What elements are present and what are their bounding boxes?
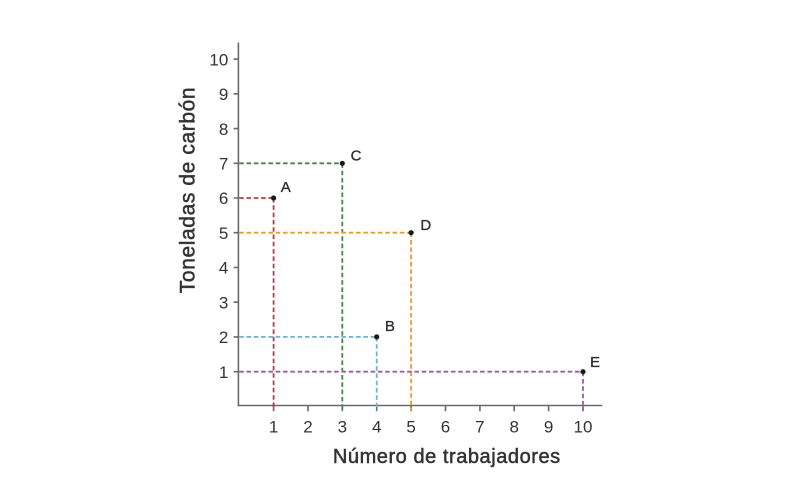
- svg-text:2: 2: [219, 328, 228, 347]
- svg-text:E: E: [590, 354, 600, 371]
- svg-text:1: 1: [269, 418, 278, 437]
- svg-text:Número de trabajadores: Número de trabajadores: [333, 446, 561, 468]
- svg-text:1: 1: [219, 363, 228, 382]
- svg-text:10: 10: [574, 418, 593, 437]
- svg-text:2: 2: [303, 418, 312, 437]
- svg-text:B: B: [385, 318, 395, 335]
- svg-text:9: 9: [544, 418, 553, 437]
- svg-text:7: 7: [219, 155, 228, 174]
- svg-text:4: 4: [372, 418, 381, 437]
- svg-text:5: 5: [406, 418, 415, 437]
- svg-text:6: 6: [219, 189, 228, 208]
- svg-text:3: 3: [338, 418, 347, 437]
- svg-text:8: 8: [219, 120, 228, 139]
- svg-text:8: 8: [509, 418, 518, 437]
- svg-text:A: A: [281, 179, 291, 196]
- svg-text:9: 9: [219, 85, 228, 104]
- svg-text:3: 3: [219, 293, 228, 312]
- svg-text:C: C: [351, 148, 362, 165]
- svg-text:Toneladas de carbón: Toneladas de carbón: [177, 87, 200, 293]
- svg-text:6: 6: [441, 418, 450, 437]
- svg-text:D: D: [420, 217, 431, 234]
- svg-text:4: 4: [219, 259, 228, 278]
- svg-text:5: 5: [219, 224, 228, 243]
- svg-text:7: 7: [475, 418, 484, 437]
- svg-text:10: 10: [209, 50, 228, 69]
